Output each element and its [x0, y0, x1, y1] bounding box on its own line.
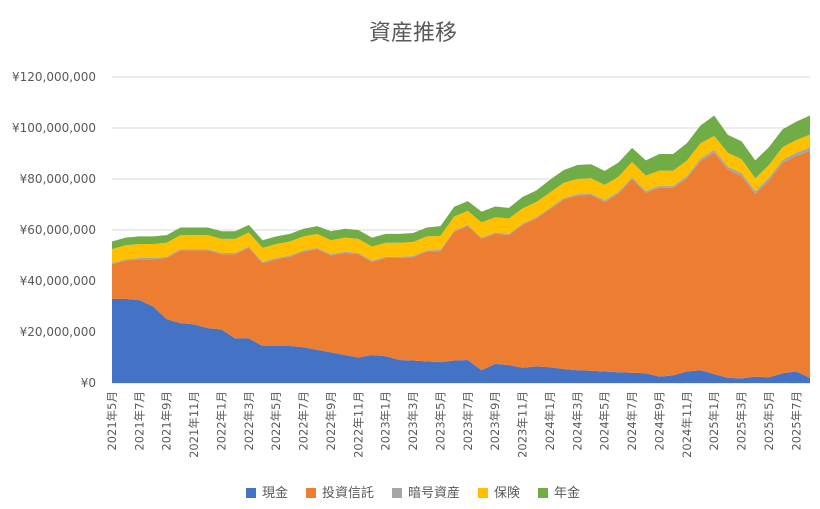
x-tick-label: 2023年11月 — [516, 391, 530, 458]
x-tick-label: 2022年9月 — [324, 391, 338, 451]
y-tick-label: ¥100,000,000 — [12, 121, 96, 135]
legend-label: 年金 — [554, 485, 580, 501]
x-axis-ticks: 2021年5月 2021年7月 2021年9月 2021年11月 2022年1月 2022… — [105, 391, 803, 458]
y-tick-label: ¥0 — [81, 376, 96, 390]
x-tick-label: 2025年5月 — [762, 391, 776, 451]
legend-label: 現金 — [262, 485, 288, 501]
y-tick-label: ¥120,000,000 — [12, 70, 96, 84]
x-tick-label: 2021年7月 — [132, 391, 146, 451]
chart-title: 資産推移 — [369, 21, 457, 46]
legend-item: 暗号資産 — [392, 485, 460, 501]
legend-item: 現金 — [246, 485, 288, 501]
x-tick-label: 2025年3月 — [735, 391, 749, 451]
legend-swatch — [306, 488, 316, 498]
y-tick-label: ¥80,000,000 — [20, 172, 96, 186]
x-tick-label: 2024年3月 — [570, 391, 584, 451]
area-series-1 — [112, 298, 810, 383]
y-tick-label: ¥20,000,000 — [20, 325, 96, 339]
legend-label: 投資信託 — [322, 485, 374, 501]
x-tick-label: 2022年5月 — [269, 391, 283, 451]
legend-item: 保険 — [478, 486, 520, 501]
x-tick-label: 2021年11月 — [187, 391, 201, 458]
legend-label: 保険 — [494, 486, 520, 501]
x-tick-label: 2024年1月 — [543, 391, 557, 451]
x-tick-label: 2023年3月 — [406, 391, 420, 451]
x-tick-label: 2021年9月 — [160, 391, 174, 451]
x-tick-label: 2025年7月 — [789, 391, 803, 451]
x-tick-label: 2025年1月 — [707, 391, 721, 451]
y-tick-label: ¥40,000,000 — [20, 274, 96, 288]
x-tick-label: 2021年5月 — [105, 391, 119, 451]
legend-swatch — [246, 488, 256, 498]
area-series — [112, 115, 810, 383]
y-axis-ticks: ¥0 ¥20,000,000 ¥40,000,000 ¥60,000,000 ¥80,0… — [12, 70, 96, 390]
area-series-2 — [112, 150, 810, 379]
legend-swatch — [478, 488, 488, 498]
x-tick-label: 2024年11月 — [680, 391, 694, 458]
legend-item: 投資信託 — [306, 485, 374, 501]
x-tick-label: 2023年1月 — [379, 391, 393, 451]
x-tick-label: 2024年7月 — [625, 391, 639, 451]
legend: 現金 投資信託 暗号資産 保険 年金 — [246, 485, 580, 501]
x-tick-label: 2022年7月 — [297, 391, 311, 451]
x-tick-label: 2023年7月 — [461, 391, 475, 451]
x-tick-label: 2024年5月 — [598, 391, 612, 451]
legend-swatch — [538, 488, 548, 498]
legend-item: 年金 — [538, 485, 580, 501]
x-tick-label: 2024年9月 — [652, 391, 666, 451]
x-tick-label: 2023年5月 — [433, 391, 447, 451]
legend-swatch — [392, 488, 402, 498]
legend-label: 暗号資産 — [408, 485, 460, 501]
x-tick-label: 2022年3月 — [242, 391, 256, 451]
x-tick-label: 2023年9月 — [488, 391, 502, 451]
x-tick-label: 2022年11月 — [351, 391, 365, 458]
y-tick-label: ¥60,000,000 — [20, 223, 96, 237]
area-series-4 — [112, 134, 810, 264]
x-tick-label: 2022年1月 — [214, 391, 228, 451]
